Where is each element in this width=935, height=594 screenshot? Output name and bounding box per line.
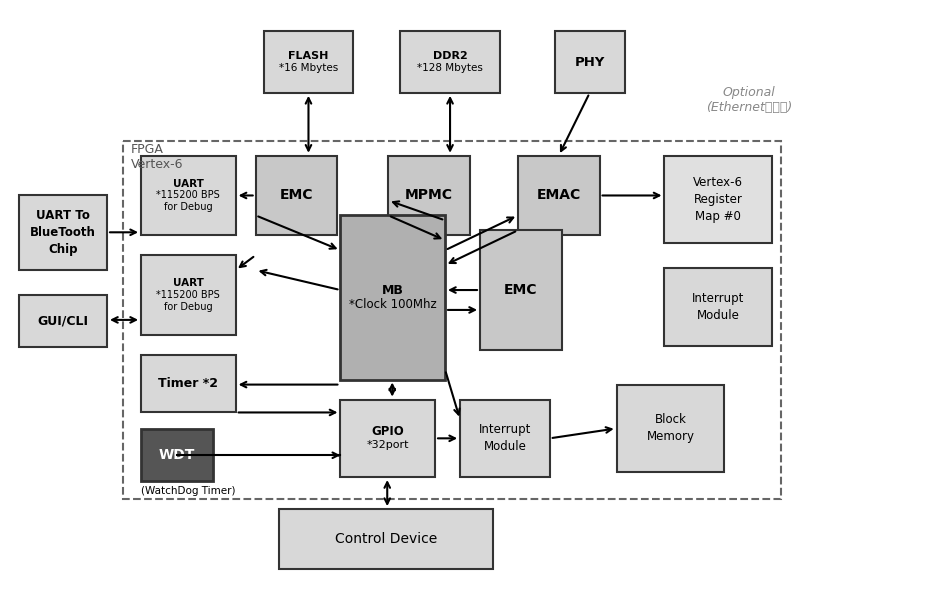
Bar [20,295,108,347]
Bar [665,268,772,346]
Bar [400,31,500,93]
Bar [665,156,772,244]
Text: Control Device: Control Device [335,532,437,546]
Text: EMC: EMC [504,283,538,297]
Bar [279,509,493,568]
Text: *128 Mbytes: *128 Mbytes [417,64,483,73]
Text: for Debug: for Debug [164,202,212,212]
Text: Vertex-6
Register
Map #0: Vertex-6 Register Map #0 [693,176,743,223]
Text: *115200 BPS: *115200 BPS [156,191,221,201]
Text: Interrupt
Module: Interrupt Module [479,424,531,453]
Bar [388,156,470,235]
Text: UART To
BlueTooth
Chip: UART To BlueTooth Chip [30,209,96,256]
Bar [264,31,353,93]
Text: (WatchDog Timer): (WatchDog Timer) [141,486,236,496]
Text: EMAC: EMAC [537,188,581,203]
Bar [554,31,625,93]
Text: FPGA
Vertex-6: FPGA Vertex-6 [131,143,183,170]
Text: GPIO: GPIO [371,425,404,438]
Bar [480,230,562,350]
Text: Interrupt
Module: Interrupt Module [692,292,744,322]
Text: MB: MB [381,284,404,297]
Text: *Clock 100Mhz: *Clock 100Mhz [349,298,437,311]
Text: *115200 BPS: *115200 BPS [156,290,221,300]
Bar [340,216,445,380]
Text: Optional
(Ethernet사용시): Optional (Ethernet사용시) [706,86,792,114]
Text: WDT: WDT [159,448,195,462]
Bar [255,156,338,235]
Text: DDR2: DDR2 [433,51,468,61]
Bar [141,429,213,481]
Bar [123,141,781,499]
Bar [340,400,435,477]
Text: GUI/CLI: GUI/CLI [37,314,89,327]
Text: FLASH: FLASH [288,51,329,61]
Text: PHY: PHY [574,56,605,68]
Text: Block
Memory: Block Memory [646,413,695,443]
Text: for Debug: for Debug [164,302,212,312]
Bar [616,384,725,472]
Text: *16 Mbytes: *16 Mbytes [279,64,338,73]
Text: EMC: EMC [280,188,313,203]
Text: MPMC: MPMC [405,188,453,203]
Bar [460,400,550,477]
Text: UART: UART [173,279,204,289]
Bar [20,195,108,270]
Bar [141,156,236,235]
Bar [141,355,236,412]
Text: UART: UART [173,179,204,189]
Bar [518,156,599,235]
Text: Timer *2: Timer *2 [158,377,219,390]
Text: *32port: *32port [367,440,409,450]
Bar [141,255,236,335]
